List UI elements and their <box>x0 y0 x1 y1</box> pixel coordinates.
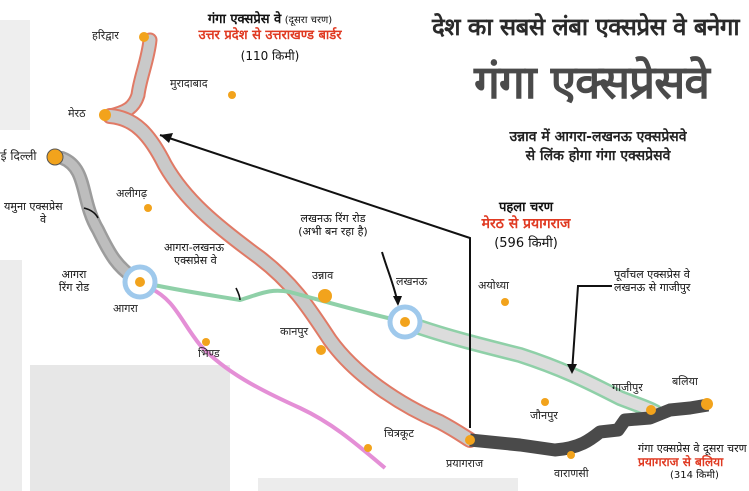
yamuna-expressway-label: यमुना एक्सप्रेस वे <box>4 200 63 226</box>
phase1-title: पहला चरण <box>499 200 553 215</box>
phase1-distance: (596 किमी) <box>494 236 558 252</box>
lucknow-ring-dot <box>400 317 410 327</box>
purvanchal-expressway-label: पूर्वांचल एक्सप्रेस वे लखनऊ से गाजीपुर <box>614 268 690 294</box>
place-chitrakoot: चित्रकूट <box>384 427 414 440</box>
place-aligarh: अलीगढ़ <box>116 187 148 200</box>
city-dot-chitrakoot <box>364 444 372 452</box>
yamuna-expressway-road <box>55 151 145 287</box>
lucknow-ring-line-2: (अभी बन रहा है) <box>298 225 368 239</box>
city-dot-kanpur <box>316 345 326 355</box>
ganga-phase1-road <box>104 110 476 446</box>
other-road-pink <box>149 286 387 470</box>
ganga-phase2-north-road <box>104 34 156 122</box>
link-arrow-agra-lucknow <box>235 287 241 301</box>
yamuna-expressway-core <box>57 153 143 285</box>
arrowhead-purvanchal <box>567 364 577 374</box>
city-dot-delhi <box>46 148 64 166</box>
link-arrow-yamuna <box>83 207 99 219</box>
blur-patch-left <box>0 20 30 130</box>
phase2-north-block: गंगा एक्सप्रेस वे (दूसरा चरण) उत्तर प्रद… <box>170 12 370 64</box>
place-ayodhya: अयोध्या <box>478 279 509 292</box>
place-haridwar: हरिद्वार <box>92 29 119 42</box>
city-dot-jaunpur <box>541 398 549 406</box>
link-arrow-purvanchal <box>571 285 612 373</box>
header-line-1: देश का सबसे लंबा एक्सप्रेस वे बनेगा <box>432 13 740 41</box>
city-dot-meerut <box>99 109 111 121</box>
purvanchal-expressway-road <box>399 316 661 418</box>
header-subtitle: उन्नाव में आगरा-लखनऊ एक्सप्रेसवे से लिंक… <box>472 128 724 166</box>
city-dot-ghazipur <box>646 405 656 415</box>
agra-ring-line-1: आगरा <box>61 268 87 281</box>
city-dot-haridwar <box>139 32 149 42</box>
agra-ring-road-label: आगरा रिंग रोड <box>44 268 104 294</box>
agra-ring-line-2: रिंग रोड <box>58 281 90 295</box>
city-dot-varanasi <box>567 451 575 459</box>
header-subtitle-line-1: उन्नाव में आगरा-लखनऊ एक्सप्रेसवे <box>509 129 687 145</box>
place-lucknow: लखनऊ <box>396 275 428 288</box>
city-dot-prayagraj <box>465 435 475 445</box>
phase2-east-title: गंगा एक्सप्रेस वे दूसरा चरण <box>638 442 747 455</box>
phase2-north-title: गंगा एक्सप्रेस वे <box>207 12 282 27</box>
phase2-north-route: उत्तर प्रदेश से उत्तराखण्ड बार्डर <box>198 27 342 43</box>
place-agra: आगरा <box>113 302 138 315</box>
place-ghazipur: गाजीपुर <box>612 381 643 394</box>
phase2-east-block: गंगा एक्सप्रेस वे दूसरा चरण प्रयागराज से… <box>638 442 747 482</box>
blur-patch-bottom-mid <box>258 478 518 491</box>
yamuna-label-line-2: वे <box>40 213 47 227</box>
place-jaunpur: जौनपुर <box>530 409 558 422</box>
header-title: गंगा एक्सप्रेसवे <box>474 55 710 109</box>
agra-lucknow-line-2: एक्सप्रेस वे <box>174 254 217 268</box>
phase1-block: पहला चरण मेरठ से प्रयागराज (596 किमी) <box>466 200 586 252</box>
link-arrow-phase1 <box>159 134 471 428</box>
city-dot-moradabad <box>228 91 236 99</box>
city-dot-aligarh <box>144 204 152 212</box>
lucknow-ring-road-label: लखनऊ रिंग रोड (अभी बन रहा है) <box>278 212 388 238</box>
purvanchal-line-2: लखनऊ से गाजीपुर <box>614 281 691 295</box>
place-ballia: बलिया <box>672 375 698 388</box>
blur-patch-left-low <box>0 260 22 491</box>
agra-lucknow-expressway-label: आगरा-लखनऊ एक्सप्रेस वे <box>164 241 224 267</box>
place-delhi: नई दिल्ली <box>0 149 37 163</box>
arrowhead-lucknow-ring <box>393 296 402 306</box>
place-varanasi: वाराणसी <box>554 467 589 480</box>
place-bhind: भिण्ड <box>198 347 220 360</box>
blur-patch-bottom-left <box>30 365 230 491</box>
header-subtitle-line-2: से लिंक होगा गंगा एक्सप्रेसवे <box>525 147 671 164</box>
agra-lucknow-expressway <box>139 280 406 324</box>
phase2-north-title-small: (दूसरा चरण) <box>284 15 333 26</box>
agra-ring-dot <box>135 277 145 287</box>
lucknow-ring-line-1: लखनऊ रिंग रोड <box>300 212 366 225</box>
yamuna-label-line-1: यमुना एक्सप्रेस <box>4 200 63 213</box>
phase2-north-distance: (110 किमी) <box>240 49 300 64</box>
purvanchal-line-1: पूर्वांचल एक्सप्रेस वे <box>614 268 690 281</box>
city-dot-ayodhya <box>501 298 509 306</box>
place-moradabad: मुरादाबाद <box>170 77 208 90</box>
city-dot-unnao <box>318 289 332 303</box>
place-kanpur: कानपुर <box>280 325 309 338</box>
phase2-north-title-row: गंगा एक्सप्रेस वे (दूसरा चरण) <box>170 12 370 28</box>
city-dot-ballia <box>701 398 713 410</box>
phase2-east-distance: (314 किमी) <box>670 469 719 481</box>
arrowhead-phase1 <box>160 133 173 143</box>
city-dot-bhind <box>202 338 210 346</box>
ganga-phase2-east-road <box>469 398 710 457</box>
agra-lucknow-line-1: आगरा-लखनऊ <box>164 241 224 254</box>
place-prayagraj: प्रयागराज <box>446 457 484 470</box>
place-unnao: उन्नाव <box>312 269 334 282</box>
place-meerut: मेरठ <box>68 107 86 120</box>
phase2-east-route: प्रयागराज से बलिया <box>638 455 724 470</box>
phase1-route: मेरठ से प्रयागराज <box>481 215 571 232</box>
